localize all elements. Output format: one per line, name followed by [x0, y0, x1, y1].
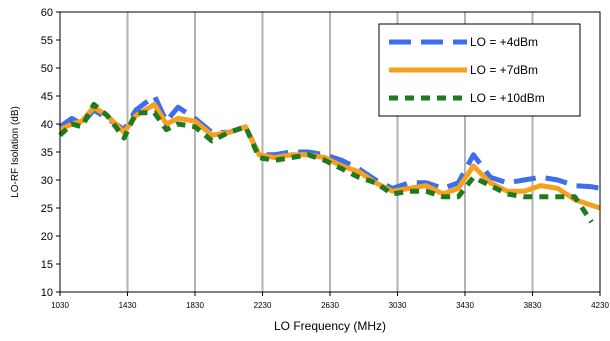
legend-label-3: LO = +10dBm: [470, 91, 545, 105]
legend-label-1: LO = +4dBm: [470, 35, 538, 49]
y-tick-label-25: 25: [41, 203, 53, 215]
series-line-3: [58, 101, 594, 224]
x-tick-label-1430: 1430: [119, 301, 137, 310]
x-tick-label-1030: 1030: [51, 301, 69, 310]
y-tick-label-35: 35: [41, 147, 53, 159]
y-tick-label-55: 55: [41, 35, 53, 47]
y-axis-label: LO-RF Isolation (dB): [10, 106, 21, 198]
y-tick-label-15: 15: [41, 259, 53, 271]
x-axis-label: LO Frequency (MHz): [274, 319, 386, 333]
x-tick-label-4230: 4230: [591, 301, 609, 310]
series-lines: [58, 93, 601, 224]
x-tick-label-2630: 2630: [321, 301, 339, 310]
x-tick-label-3430: 3430: [456, 301, 474, 310]
y-tick-label-30: 30: [41, 175, 53, 187]
legend: LO = +4dBm LO = +7dBm LO = +10dBm: [378, 23, 581, 117]
series-line-1: [58, 93, 601, 191]
y-tick-label-60: 60: [41, 7, 53, 19]
x-axis: 1030 1430 1830 2230 2630 3030 3430 3830 4230: [51, 292, 609, 310]
x-tick-label-3830: 3830: [524, 301, 542, 310]
y-tick-label-20: 20: [41, 231, 53, 243]
y-axis: 10 15 20 25 30 35 40 45 50 55 60: [41, 7, 60, 299]
legend-label-2: LO = +7dBm: [470, 63, 538, 77]
x-tick-label-3030: 3030: [389, 301, 407, 310]
x-tick-label-2230: 2230: [254, 301, 272, 310]
y-tick-label-40: 40: [41, 119, 53, 131]
y-tick-label-10: 10: [41, 287, 53, 299]
y-tick-label-45: 45: [41, 91, 53, 103]
y-tick-label-50: 50: [41, 63, 53, 75]
x-tick-label-1830: 1830: [186, 301, 204, 310]
